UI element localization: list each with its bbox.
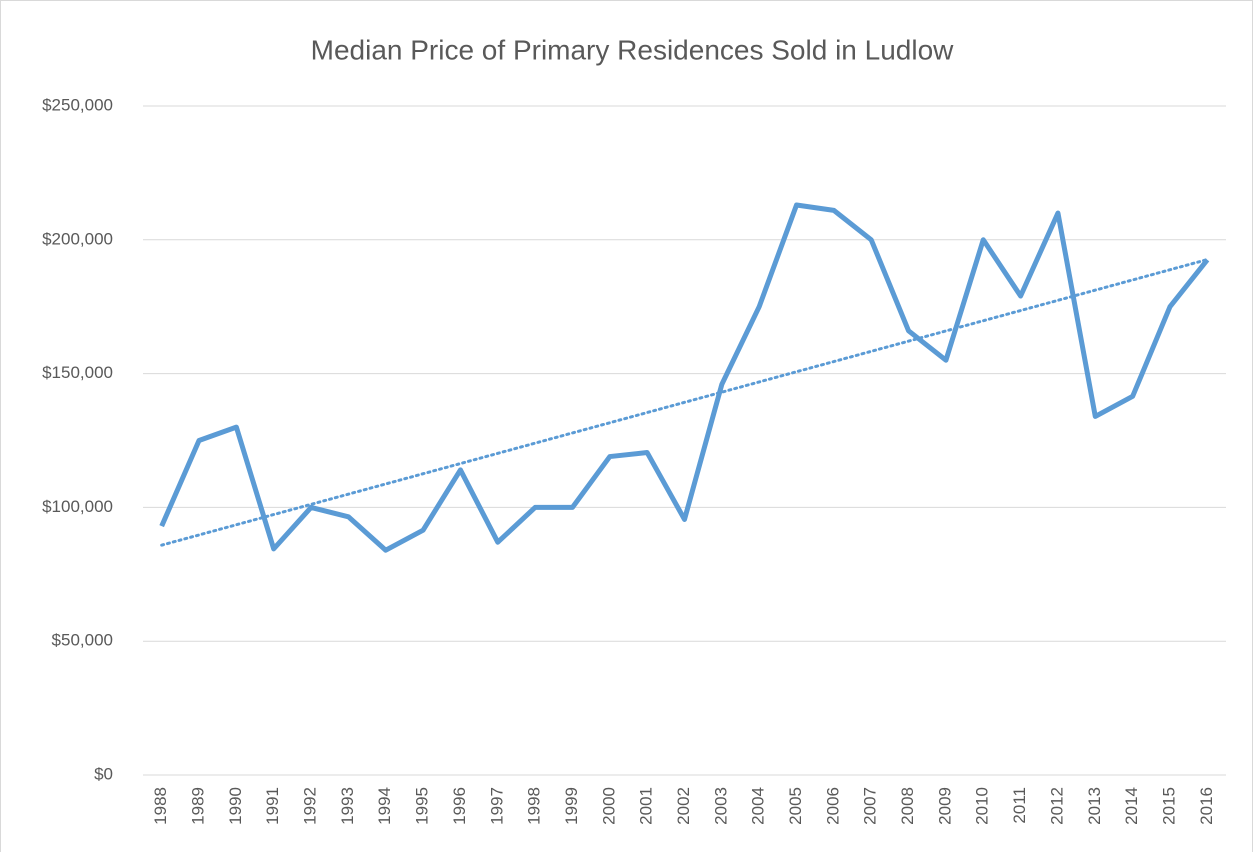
y-tick-label: $250,000 bbox=[42, 95, 113, 114]
x-tick-label: 2014 bbox=[1122, 787, 1141, 825]
x-tick-label: 2012 bbox=[1047, 787, 1066, 825]
y-tick-label: $150,000 bbox=[42, 363, 113, 382]
chart-title: Median Price of Primary Residences Sold … bbox=[311, 34, 955, 65]
x-tick-label: 1989 bbox=[189, 787, 208, 825]
y-tick-label: $100,000 bbox=[42, 497, 113, 516]
x-tick-label: 2001 bbox=[637, 787, 656, 825]
y-tick-label: $200,000 bbox=[42, 229, 113, 248]
x-tick-label: 2015 bbox=[1159, 787, 1178, 825]
x-tick-label: 1995 bbox=[413, 787, 432, 825]
x-tick-label: 2005 bbox=[786, 787, 805, 825]
x-tick-label: 2013 bbox=[1085, 787, 1104, 825]
y-tick-label: $50,000 bbox=[52, 631, 113, 650]
x-tick-label: 2006 bbox=[823, 787, 842, 825]
x-tick-label: 2000 bbox=[599, 787, 618, 825]
x-tick-label: 2003 bbox=[711, 787, 730, 825]
x-tick-label: 2011 bbox=[1010, 787, 1029, 824]
x-tick-label: 1997 bbox=[487, 787, 506, 825]
y-tick-label: $0 bbox=[94, 764, 113, 783]
x-tick-label: 1998 bbox=[525, 787, 544, 825]
x-tick-label: 1993 bbox=[338, 787, 357, 825]
trendline bbox=[160, 258, 1209, 547]
x-tick-label: 1996 bbox=[450, 787, 469, 825]
x-tick-label: 1988 bbox=[151, 787, 170, 825]
x-tick-label: 1999 bbox=[562, 787, 581, 825]
x-tick-label: 2002 bbox=[674, 787, 693, 825]
x-tick-label: 2010 bbox=[973, 787, 992, 825]
x-tick-label: 2008 bbox=[898, 787, 917, 825]
x-tick-label: 2016 bbox=[1197, 787, 1216, 825]
x-tick-label: 1994 bbox=[375, 787, 394, 825]
x-tick-label: 2004 bbox=[749, 787, 768, 825]
x-tick-label: 1990 bbox=[226, 787, 245, 825]
x-tick-label: 1991 bbox=[263, 787, 282, 825]
x-tick-label: 1992 bbox=[301, 787, 320, 825]
data-line bbox=[159, 202, 1210, 553]
x-tick-label: 2007 bbox=[861, 787, 880, 825]
x-tick-label: 2009 bbox=[935, 787, 954, 825]
